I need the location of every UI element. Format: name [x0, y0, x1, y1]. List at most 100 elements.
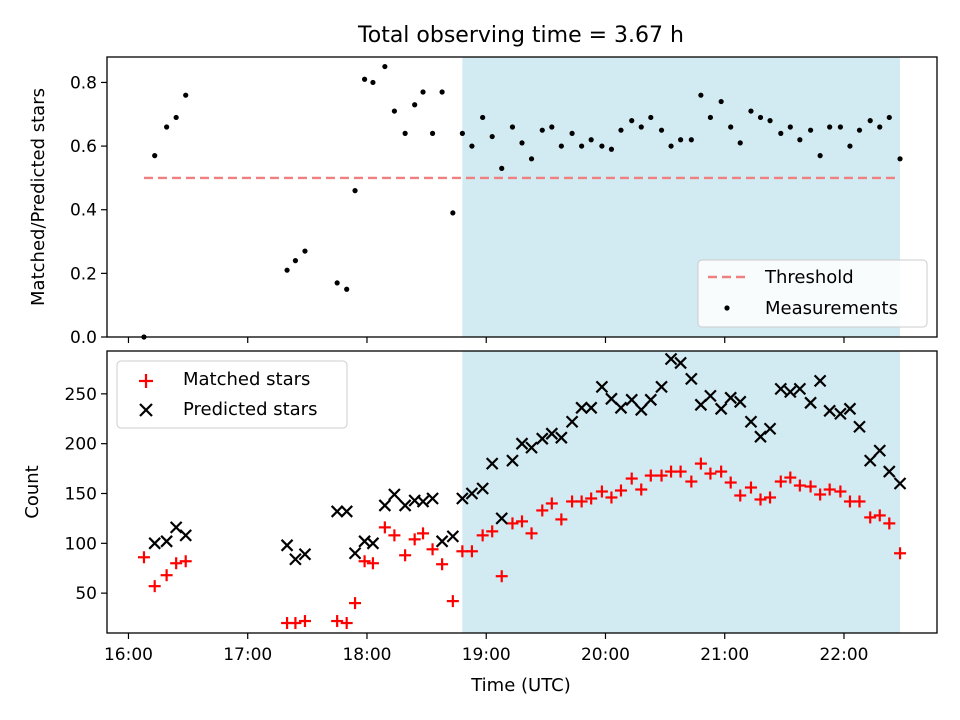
- top-legend-box: [697, 259, 928, 328]
- measurement-point: [827, 124, 833, 130]
- predicted-point-b: [754, 430, 767, 443]
- predicted-point-b: [834, 407, 847, 421]
- matched-point: [426, 543, 439, 556]
- measurement-point: [757, 114, 764, 121]
- matched-point: [340, 617, 353, 630]
- measurement-point: [370, 79, 376, 86]
- predicted-point-b: [545, 427, 559, 440]
- matched-point: [179, 555, 192, 568]
- measurement-point: [886, 114, 892, 121]
- matched-point: [525, 527, 538, 540]
- bottom-y-ticks: 50 100 150 200 250: [65, 385, 107, 604]
- predicted-point: [515, 437, 529, 450]
- predicted-point: [280, 539, 294, 552]
- predicted-point: [169, 521, 183, 534]
- measurement-point: [569, 130, 575, 136]
- measurement-point: [748, 108, 754, 114]
- predicted-point-b: [535, 432, 549, 445]
- predicted-legend-swatch: [139, 403, 153, 417]
- measurement-point: [361, 76, 368, 82]
- predicted-point-b: [378, 499, 392, 512]
- matched-point: [625, 472, 638, 485]
- predicted-point-b: [863, 454, 877, 467]
- predicted-point: [863, 454, 877, 467]
- predicted-point: [763, 422, 777, 436]
- matched-point: [724, 476, 737, 489]
- measurement-point: [292, 258, 299, 264]
- matched-point: [635, 483, 648, 496]
- matched-point: [694, 457, 707, 470]
- predicted-point-b: [644, 393, 658, 407]
- measurement-point: [284, 267, 290, 273]
- predicted-point: [584, 401, 598, 415]
- matched-point: [834, 485, 847, 498]
- predicted-point: [465, 487, 479, 500]
- predicted-point-b: [426, 492, 439, 505]
- matched-point: [873, 509, 886, 522]
- measurement-point: [787, 124, 793, 130]
- measurement-point: [778, 130, 784, 136]
- measurement-point: [382, 63, 388, 70]
- predicted-point: [525, 441, 538, 454]
- predicted-point: [388, 488, 401, 501]
- matched-point: [378, 521, 391, 534]
- measurement-point: [489, 133, 495, 140]
- matched-point: [148, 580, 161, 593]
- predicted-point: [506, 454, 519, 467]
- measurement-point: [797, 137, 803, 143]
- threshold-legend-label: Threshold: [764, 267, 854, 288]
- predicted-point-b: [793, 382, 807, 396]
- measurement-point: [352, 188, 358, 194]
- predicted-point: [160, 535, 173, 548]
- measurement-point: [391, 108, 397, 114]
- x-tick-label: 22:00: [819, 645, 868, 665]
- predicted-point-b: [435, 535, 449, 548]
- measurement-point: [698, 92, 704, 98]
- measurement-point: [599, 143, 605, 149]
- measurement-point: [856, 127, 863, 133]
- bottom-y-tick-label: 250: [65, 385, 97, 405]
- measurement-point: [877, 124, 883, 130]
- predicted-point: [416, 495, 430, 508]
- top-y-tick-label: 0.0: [70, 328, 97, 348]
- predicted-point: [398, 499, 412, 512]
- predicted-point-b: [280, 539, 294, 552]
- measurement-point: [847, 143, 853, 149]
- predicted-point: [644, 393, 658, 407]
- predicted-point: [545, 427, 559, 440]
- matched-point: [864, 511, 877, 524]
- predicted-point-b: [883, 465, 896, 478]
- predicted-point-b: [476, 482, 489, 495]
- predicted-point-b: [565, 415, 579, 429]
- matched-point: [137, 551, 150, 564]
- predicted-point-b: [605, 392, 618, 406]
- measurement-point: [658, 127, 665, 133]
- predicted-point: [348, 547, 362, 560]
- predicted-point: [366, 537, 380, 550]
- measurement-point: [480, 114, 486, 121]
- measurement-point: [334, 280, 340, 286]
- matched-point: [585, 492, 598, 505]
- matched-point: [516, 515, 528, 528]
- matched-point: [506, 517, 519, 530]
- predicted-point: [625, 393, 638, 407]
- predicted-point: [555, 431, 568, 444]
- measurement-point: [152, 153, 158, 159]
- predicted-point: [476, 482, 489, 495]
- predicted-point-b: [340, 505, 353, 518]
- predicted-point-b: [584, 401, 598, 415]
- predicted-point: [784, 385, 797, 399]
- matched-point: [883, 517, 896, 530]
- predicted-point: [674, 356, 687, 370]
- bottom-y-tick-label: 150: [65, 484, 97, 504]
- matched-point: [744, 481, 757, 494]
- predicted-point-b: [784, 385, 797, 399]
- matched-point: [793, 479, 806, 492]
- predicted-point: [804, 396, 817, 410]
- figure-title: Total observing time = 3.67 h: [357, 23, 684, 48]
- matched-point: [298, 615, 311, 628]
- predicted-point: [456, 492, 469, 505]
- top-y-tick-label: 0.6: [70, 137, 97, 157]
- bottom-legend-box: [116, 360, 348, 429]
